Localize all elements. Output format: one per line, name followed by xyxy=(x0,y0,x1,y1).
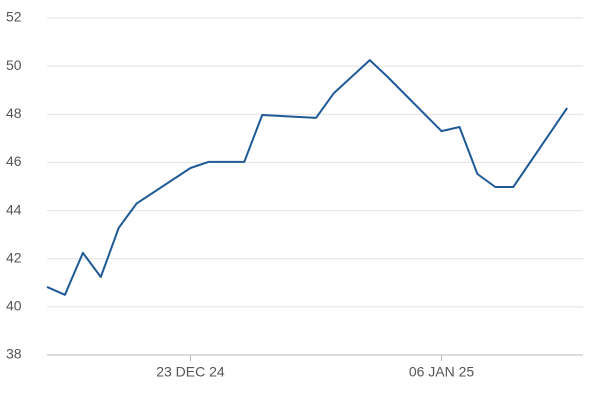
x-tick-label: 06 JAN 25 xyxy=(409,364,475,380)
y-tick-label: 40 xyxy=(6,298,22,314)
y-tick-label: 50 xyxy=(6,57,22,73)
y-tick-label: 46 xyxy=(6,153,22,169)
line-series xyxy=(46,59,568,296)
y-tick-label: 48 xyxy=(6,105,22,121)
y-tick-label: 42 xyxy=(6,249,22,265)
y-tick-label: 44 xyxy=(6,201,22,217)
y-tick-label: 38 xyxy=(6,346,22,362)
y-tick-label: 52 xyxy=(6,9,22,25)
x-tick-label: 23 DEC 24 xyxy=(156,364,225,380)
